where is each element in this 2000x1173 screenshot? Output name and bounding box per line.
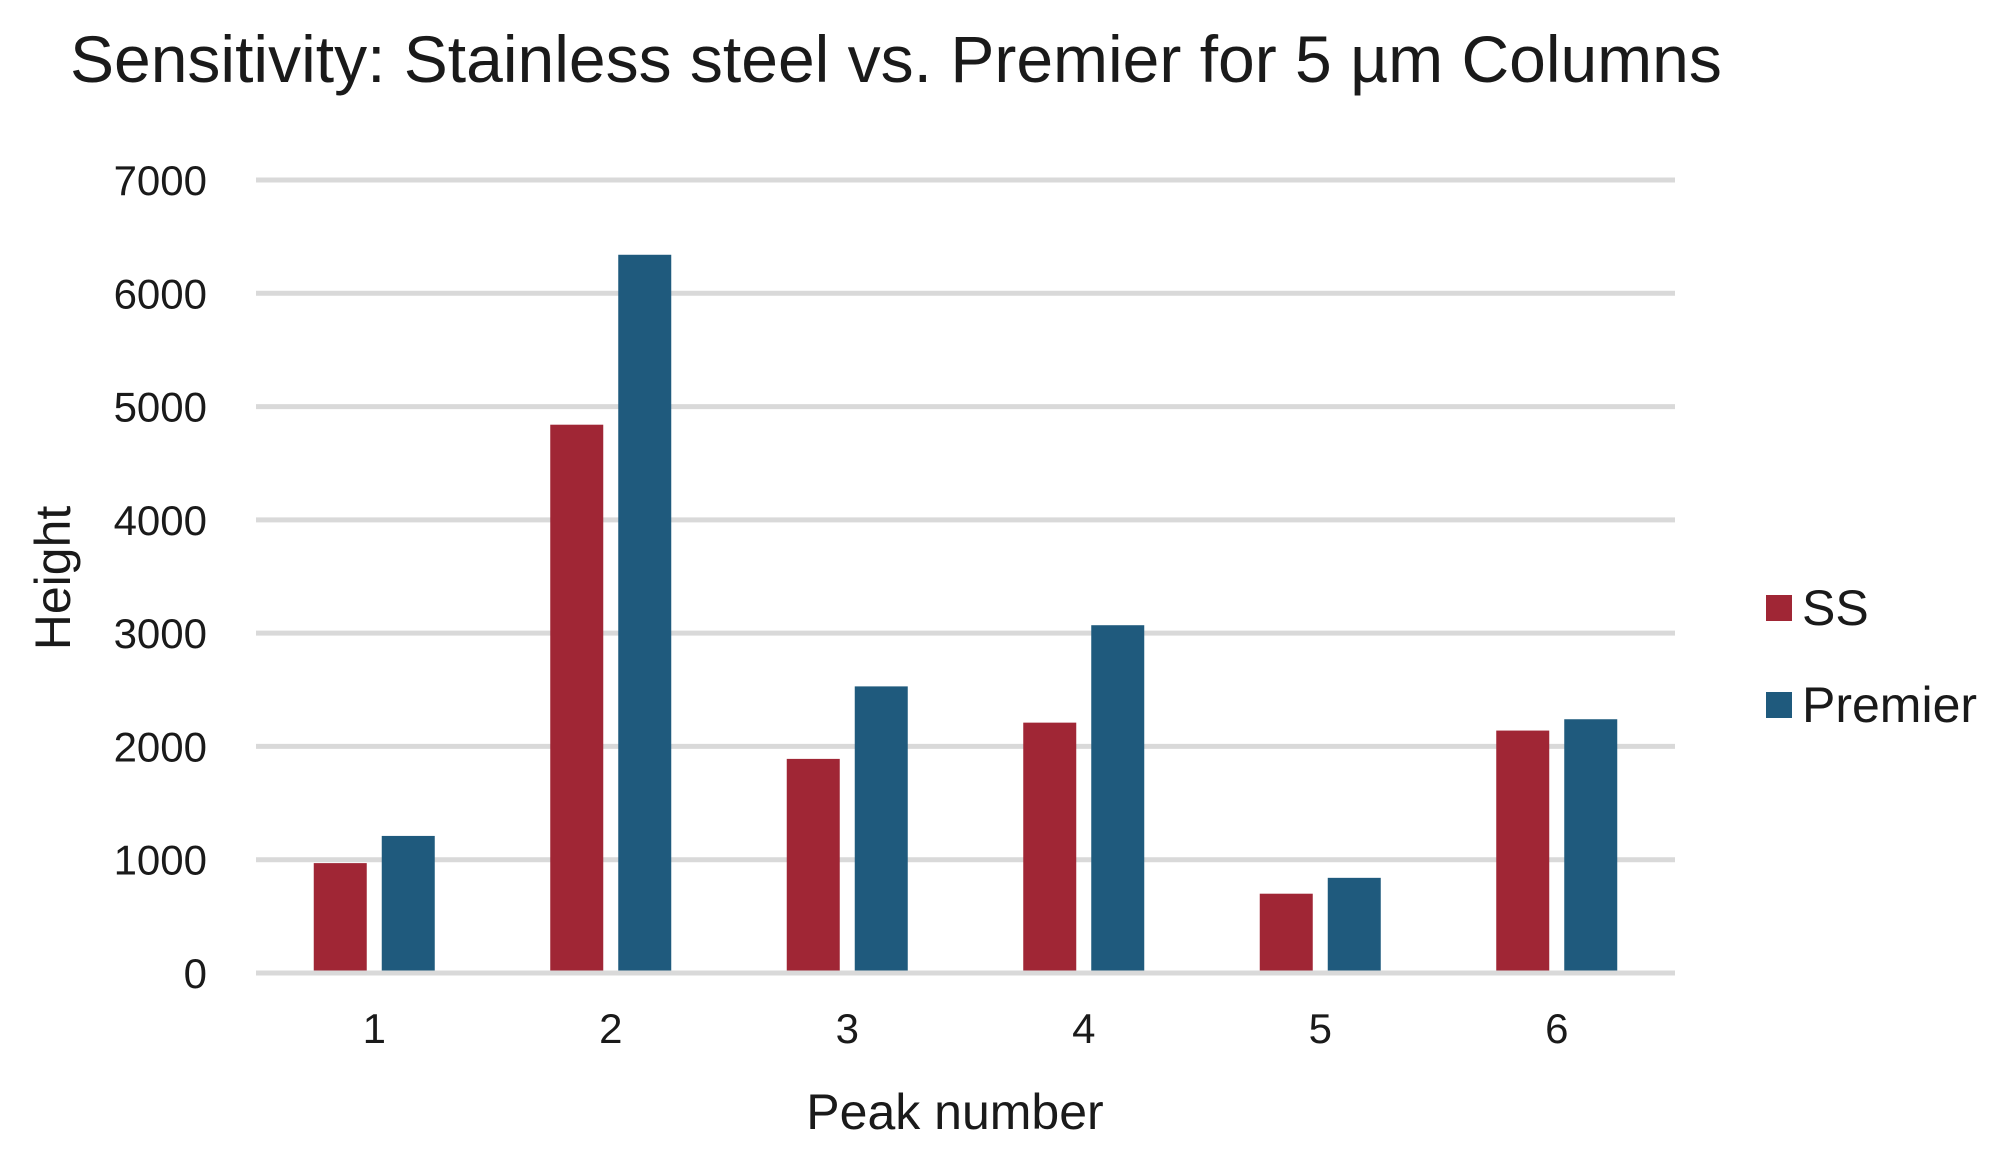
gridlines	[256, 177, 1675, 976]
bar-ss-peak-1	[313, 863, 367, 971]
y-tick-label: 3000	[114, 610, 207, 657]
y-tick-label: 7000	[114, 157, 207, 204]
bar-premier-peak-6	[1564, 719, 1618, 971]
legend-swatch-premier	[1766, 692, 1792, 718]
x-axis-ticks: 1 2 3 4 5 6	[363, 1005, 1569, 1052]
x-tick-label: 2	[599, 1005, 622, 1052]
chart-title: Sensitivity: Stainless steel vs. Premier…	[70, 22, 1722, 96]
x-tick-label: 1	[363, 1005, 386, 1052]
bar-premier-peak-3	[854, 686, 908, 971]
bar-premier-peak-4	[1091, 625, 1145, 971]
bar-ss-peak-5	[1259, 893, 1313, 971]
bar-ss-peak-4	[1023, 722, 1077, 971]
y-tick-label: 5000	[114, 384, 207, 431]
legend-label-ss: SS	[1802, 580, 1869, 636]
x-tick-label: 4	[1072, 1005, 1095, 1052]
legend-label-premier: Premier	[1802, 677, 1977, 733]
y-tick-label: 4000	[114, 497, 207, 544]
bar-premier-peak-2	[618, 254, 672, 971]
bar-premier-peak-5	[1327, 877, 1381, 971]
x-tick-label: 3	[836, 1005, 859, 1052]
y-axis-title: Height	[25, 506, 81, 651]
y-tick-label: 6000	[114, 270, 207, 317]
legend-swatch-ss	[1766, 595, 1792, 621]
x-tick-label: 6	[1545, 1005, 1568, 1052]
y-axis-ticks: 0 1000 2000 3000 4000 5000 6000 7000	[114, 157, 207, 997]
bar-ss-peak-2	[550, 424, 604, 971]
y-tick-label: 2000	[114, 723, 207, 770]
x-axis-title: Peak number	[806, 1084, 1103, 1140]
bars	[313, 254, 1618, 971]
y-tick-label: 1000	[114, 837, 207, 884]
y-tick-label: 0	[184, 950, 207, 997]
legend: SS Premier	[1766, 580, 1977, 733]
bar-ss-peak-6	[1496, 730, 1550, 971]
bar-premier-peak-1	[381, 835, 435, 971]
x-tick-label: 5	[1309, 1005, 1332, 1052]
bar-ss-peak-3	[786, 758, 840, 971]
